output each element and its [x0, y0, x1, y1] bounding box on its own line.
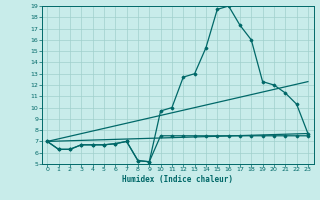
X-axis label: Humidex (Indice chaleur): Humidex (Indice chaleur) [122, 175, 233, 184]
